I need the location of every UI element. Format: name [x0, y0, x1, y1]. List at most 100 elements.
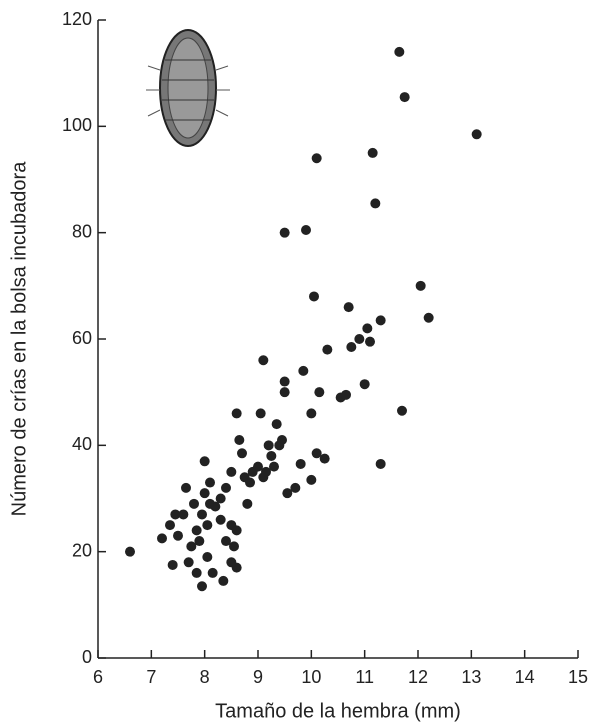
- data-point: [125, 546, 135, 557]
- x-tick-label: 13: [461, 667, 481, 687]
- y-axis-title: Número de crías en la bolsa incubadora: [8, 161, 30, 517]
- data-point: [261, 466, 271, 477]
- data-point: [215, 514, 226, 525]
- data-point: [365, 336, 375, 347]
- data-point: [218, 575, 229, 586]
- data-point: [279, 376, 290, 387]
- data-point: [181, 482, 191, 493]
- data-point: [191, 525, 202, 536]
- data-point: [197, 581, 207, 592]
- data-point: [170, 509, 181, 520]
- data-point: [362, 323, 373, 334]
- data-point: [279, 387, 290, 398]
- data-point: [359, 379, 370, 390]
- data-point: [370, 198, 381, 209]
- data-point: [314, 387, 325, 398]
- data-point: [197, 509, 207, 520]
- data-point: [306, 474, 317, 485]
- data-point: [290, 482, 301, 493]
- x-tick-label: 9: [253, 667, 263, 687]
- x-axis-title: Tamaño de la hembra (mm): [215, 700, 461, 722]
- data-point: [245, 477, 255, 488]
- y-tick-label: 120: [62, 9, 92, 29]
- x-tick-label: 12: [408, 667, 428, 687]
- data-point: [471, 129, 482, 140]
- data-point: [199, 456, 210, 467]
- data-point: [231, 408, 242, 419]
- data-point: [199, 488, 210, 499]
- data-point: [221, 482, 231, 493]
- y-tick-label: 20: [72, 540, 92, 560]
- data-point: [367, 147, 378, 158]
- data-point: [263, 440, 274, 451]
- x-tick-label: 8: [200, 667, 210, 687]
- y-tick-label: 100: [62, 115, 92, 135]
- data-point: [266, 450, 277, 461]
- data-point: [242, 498, 253, 509]
- data-point: [183, 557, 194, 568]
- data-point: [298, 365, 309, 376]
- data-point: [277, 435, 287, 446]
- data-point: [341, 389, 351, 400]
- data-point: [194, 536, 205, 547]
- data-point: [237, 448, 247, 459]
- data-point: [202, 551, 213, 562]
- data-point: [165, 520, 175, 531]
- data-point: [311, 153, 322, 164]
- data-point: [253, 461, 263, 472]
- data-point: [423, 312, 434, 323]
- x-tick-label: 6: [93, 667, 103, 687]
- data-point: [191, 567, 202, 578]
- isopod-illustration: [146, 29, 230, 147]
- data-point: [343, 302, 354, 313]
- data-point: [207, 567, 218, 578]
- data-point: [258, 355, 269, 366]
- x-tick-label: 10: [301, 667, 321, 687]
- y-tick-label: 80: [72, 221, 92, 241]
- x-tick-label: 15: [568, 667, 588, 687]
- data-point: [234, 435, 245, 446]
- data-point: [269, 461, 279, 472]
- data-point: [205, 477, 215, 488]
- data-point: [319, 453, 330, 464]
- data-point: [221, 536, 231, 547]
- data-point: [397, 405, 407, 416]
- data-point: [157, 533, 167, 544]
- data-point: [215, 493, 226, 504]
- data-point: [189, 498, 199, 509]
- data-point: [301, 225, 311, 236]
- y-tick-label: 40: [72, 434, 92, 454]
- data-point: [375, 458, 386, 469]
- data-point: [295, 458, 306, 469]
- data-point: [322, 344, 333, 355]
- data-point: [282, 488, 293, 499]
- data-point: [231, 525, 242, 536]
- x-tick-label: 11: [355, 667, 374, 687]
- data-point: [279, 227, 290, 238]
- data-point: [354, 334, 365, 344]
- data-point: [229, 541, 239, 552]
- data-point: [202, 520, 213, 531]
- data-point: [415, 280, 426, 291]
- data-point: [173, 530, 183, 541]
- data-point: [394, 46, 405, 57]
- y-tick-label: 0: [82, 647, 92, 667]
- data-point: [186, 541, 197, 552]
- data-point: [231, 562, 242, 573]
- y-tick-label: 60: [72, 328, 92, 348]
- data-point: [375, 315, 386, 326]
- data-point: [210, 501, 221, 512]
- data-point: [226, 466, 237, 477]
- x-tick-label: 7: [146, 667, 156, 687]
- data-point: [309, 291, 319, 302]
- data-point: [306, 408, 317, 419]
- data-point: [399, 92, 410, 103]
- data-point: [178, 509, 189, 520]
- data-point: [346, 341, 357, 352]
- data-point: [311, 448, 322, 459]
- data-point: [271, 419, 282, 430]
- data-point: [255, 408, 266, 419]
- x-tick-label: 14: [515, 667, 535, 687]
- data-point: [167, 559, 178, 570]
